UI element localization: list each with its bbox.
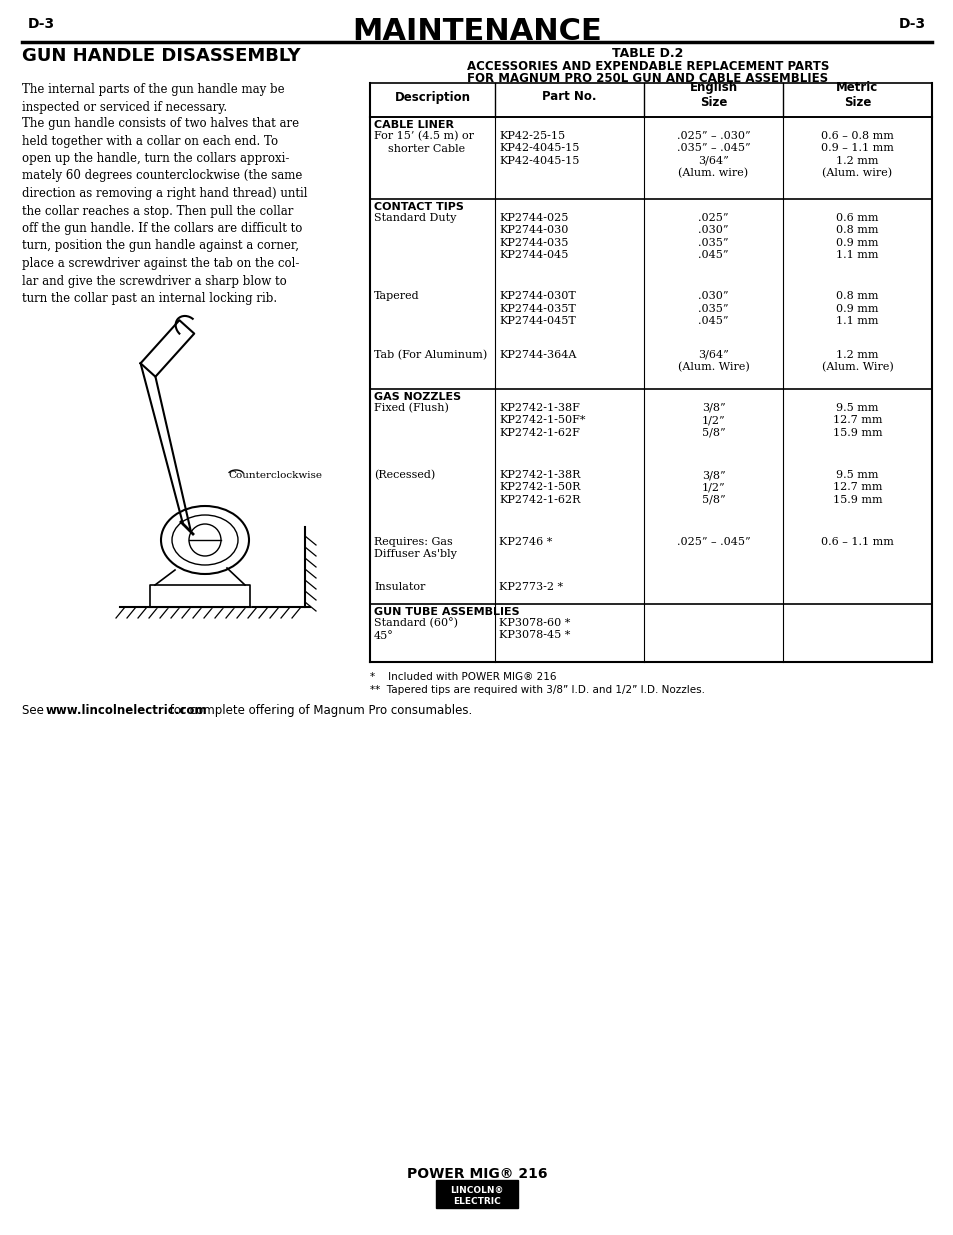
Text: (Recessed): (Recessed) [374,471,435,480]
Text: KP42-25-15
KP42-4045-15
KP42-4045-15: KP42-25-15 KP42-4045-15 KP42-4045-15 [498,131,578,165]
Text: for complete offering of Magnum Pro consumables.: for complete offering of Magnum Pro cons… [166,704,472,718]
Text: KP2742-1-38R
KP2742-1-50R
KP2742-1-62R: KP2742-1-38R KP2742-1-50R KP2742-1-62R [498,471,579,505]
Bar [436,1179,517,1208]
Text: LINCOLN®: LINCOLN® [450,1186,503,1195]
Text: *    Included with POWER MIG® 216: * Included with POWER MIG® 216 [370,672,556,682]
Text: 3/8”
1/2”
5/8”: 3/8” 1/2” 5/8” [701,471,724,505]
Text: Metric
Size: Metric Size [836,82,878,109]
Text: GUN TUBE ASSEMBLIES: GUN TUBE ASSEMBLIES [374,606,519,618]
Text: Standard Duty: Standard Duty [374,212,456,224]
Text: Counterclockwise: Counterclockwise [228,471,322,480]
Text: ACCESSORIES AND EXPENDABLE REPLACEMENT PARTS: ACCESSORIES AND EXPENDABLE REPLACEMENT P… [466,61,828,73]
Text: GAS NOZZLES: GAS NOZZLES [374,391,460,403]
Text: For 15’ (4.5 m) or
    shorter Cable: For 15’ (4.5 m) or shorter Cable [374,131,474,153]
Text: MAINTENANCE: MAINTENANCE [352,17,601,46]
Text: The internal parts of the gun handle may be
inspected or serviced if necessary.: The internal parts of the gun handle may… [22,83,284,114]
Text: .025” – .030”
.035” – .045”
3/64”
(Alum. wire): .025” – .030” .035” – .045” 3/64” (Alum.… [676,131,749,179]
Text: 0.8 mm
0.9 mm
1.1 mm: 0.8 mm 0.9 mm 1.1 mm [836,291,878,326]
Text: 9.5 mm
12.7 mm
15.9 mm: 9.5 mm 12.7 mm 15.9 mm [832,403,882,437]
Text: .030”
.035”
.045”: .030” .035” .045” [698,291,728,326]
Text: Part No.: Part No. [541,90,597,104]
Text: See: See [22,704,48,718]
Text: KP2773-2 *: KP2773-2 * [498,582,562,592]
Text: Description: Description [395,90,470,104]
Text: KP2744-030T
KP2744-035T
KP2744-045T: KP2744-030T KP2744-035T KP2744-045T [498,291,576,326]
Text: Standard (60°)
45°: Standard (60°) 45° [374,618,457,641]
Text: ELECTRIC: ELECTRIC [453,1197,500,1207]
Text: Insulator: Insulator [374,582,425,592]
Text: The gun handle consists of two halves that are
held together with a collar on ea: The gun handle consists of two halves th… [22,117,307,305]
Text: 3/64”
(Alum. Wire): 3/64” (Alum. Wire) [677,350,749,373]
Text: 9.5 mm
12.7 mm
15.9 mm: 9.5 mm 12.7 mm 15.9 mm [832,471,882,505]
Text: KP3078-60 *
KP3078-45 *: KP3078-60 * KP3078-45 * [498,618,570,641]
Text: KP2744-025
KP2744-030
KP2744-035
KP2744-045: KP2744-025 KP2744-030 KP2744-035 KP2744-… [498,212,568,261]
Text: .025”
.030”
.035”
.045”: .025” .030” .035” .045” [698,212,728,261]
Polygon shape [140,320,194,377]
Text: POWER MIG® 216: POWER MIG® 216 [406,1167,547,1181]
Text: Requires: Gas
Diffuser As'bly: Requires: Gas Diffuser As'bly [374,537,456,559]
Text: FOR MAGNUM PRO 250L GUN AND CABLE ASSEMBLIES: FOR MAGNUM PRO 250L GUN AND CABLE ASSEMB… [467,72,828,85]
Text: CABLE LINER: CABLE LINER [374,120,454,130]
Text: KP2742-1-38F
KP2742-1-50F*
KP2742-1-62F: KP2742-1-38F KP2742-1-50F* KP2742-1-62F [498,403,585,437]
Text: 0.6 – 1.1 mm: 0.6 – 1.1 mm [821,537,893,547]
Polygon shape [150,585,250,606]
Text: Fixed (Flush): Fixed (Flush) [374,403,449,414]
Text: 3/8”
1/2”
5/8”: 3/8” 1/2” 5/8” [701,403,724,437]
Text: 0.6 – 0.8 mm
0.9 – 1.1 mm
1.2 mm
(Alum. wire): 0.6 – 0.8 mm 0.9 – 1.1 mm 1.2 mm (Alum. … [821,131,893,179]
Text: English
Size: English Size [689,82,737,109]
Text: TABLE D.2: TABLE D.2 [612,47,683,61]
Text: KP2744-364A: KP2744-364A [498,350,576,359]
Text: **  Tapered tips are required with 3/8” I.D. and 1/2” I.D. Nozzles.: ** Tapered tips are required with 3/8” I… [370,685,704,695]
Text: 0.6 mm
0.8 mm
0.9 mm
1.1 mm: 0.6 mm 0.8 mm 0.9 mm 1.1 mm [836,212,878,261]
Text: www.lincolnelectric.com: www.lincolnelectric.com [46,704,208,718]
Text: D-3: D-3 [28,17,55,31]
Text: GUN HANDLE DISASSEMBLY: GUN HANDLE DISASSEMBLY [22,47,300,65]
Text: CONTACT TIPS: CONTACT TIPS [374,203,463,212]
Text: Tab (For Aluminum): Tab (For Aluminum) [374,350,487,361]
Text: KP2746 *: KP2746 * [498,537,552,547]
Text: 1.2 mm
(Alum. Wire): 1.2 mm (Alum. Wire) [821,350,892,373]
Text: Tapered: Tapered [374,291,419,301]
Text: .025” – .045”: .025” – .045” [676,537,749,547]
Text: D-3: D-3 [898,17,925,31]
